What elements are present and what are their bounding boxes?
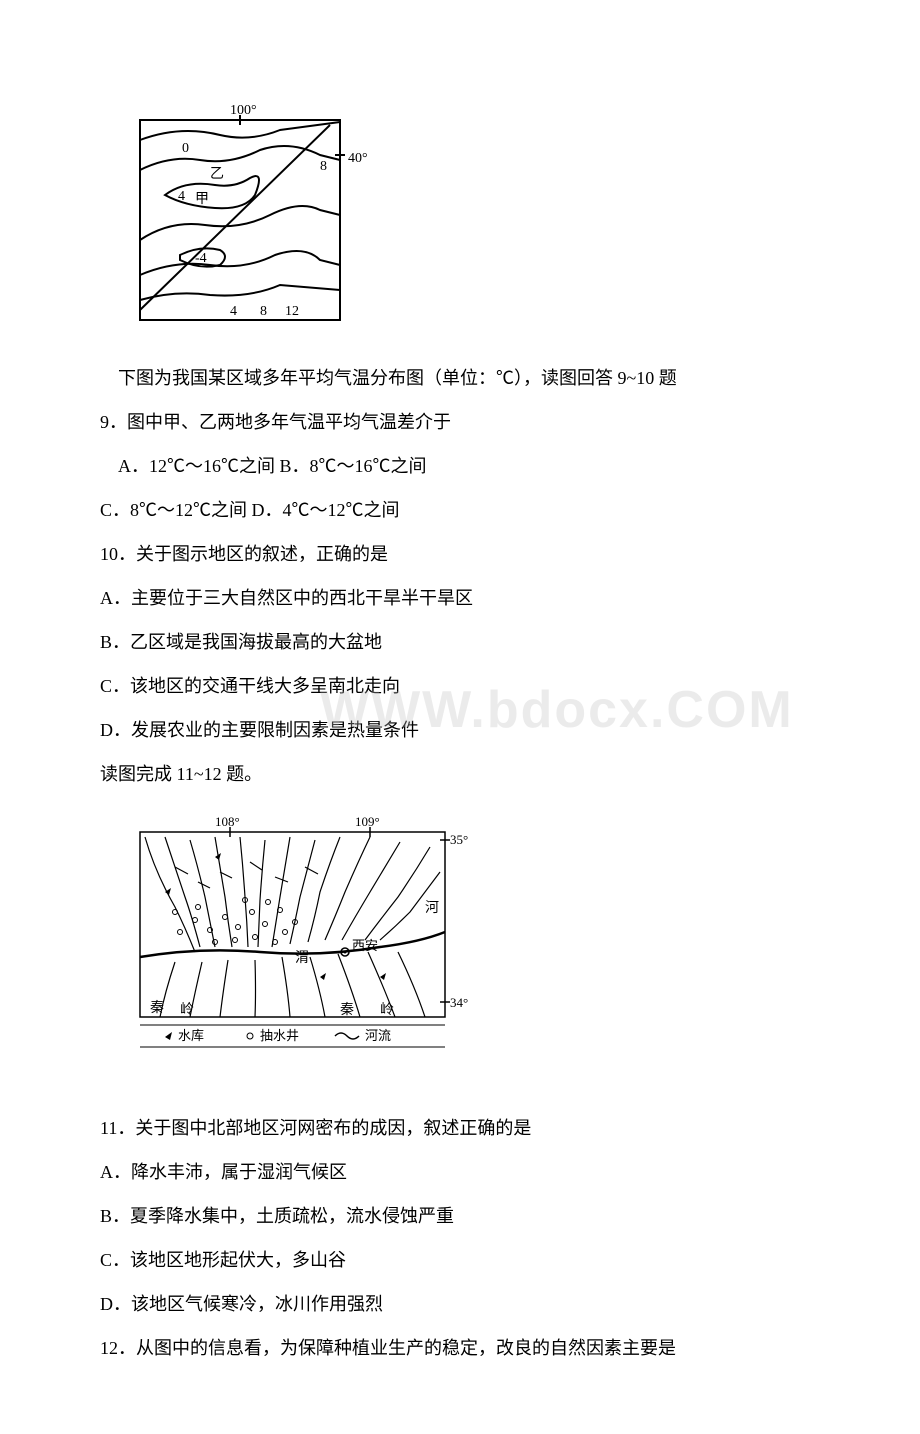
fig2-legend-river: 河流	[365, 1028, 391, 1043]
fig1-label-40: 40°	[348, 151, 368, 166]
fig2-legend-well: 抽水井	[260, 1028, 299, 1043]
fig1-label-jia: 甲	[195, 192, 209, 207]
figure-2: 108° 109° 35° 34°	[120, 812, 820, 1062]
fig2-35: 35°	[450, 832, 468, 847]
fig2-wei: 渭	[295, 950, 309, 966]
q10-stem: 10．关于图示地区的叙述，正确的是	[100, 536, 820, 572]
q11-stem: 11．关于图中北部地区河网密布的成因，叙述正确的是	[100, 1110, 820, 1146]
fig1-label-4a: 4	[178, 189, 185, 204]
q10-c: C．该地区的交通干线大多呈南北走向	[100, 668, 820, 704]
fig2-legend-reservoir: 水库	[178, 1028, 204, 1043]
page-content: 100° 40° 0 8 乙 4 甲 -4 4	[100, 100, 820, 1366]
q10-d: D．发展农业的主要限制因素是热量条件	[100, 712, 820, 748]
q11-a: A．降水丰沛，属于湿润气候区	[100, 1154, 820, 1190]
q10-b: B．乙区域是我国海拔最高的大盆地	[100, 624, 820, 660]
intro-2: 读图完成 11~12 题。	[100, 756, 820, 792]
fig1-label-8a: 8	[320, 159, 327, 174]
q9-options-ab: A．12℃～16℃之间 B．8℃～16℃之间	[100, 448, 820, 484]
fig1-label-4b: 4	[230, 304, 237, 319]
fig1-label-12: 12	[285, 304, 299, 319]
fig2-34: 34°	[450, 995, 468, 1010]
fig1-label-neg4: -4	[195, 251, 207, 266]
fig1-label-0: 0	[182, 141, 189, 156]
fig2-qin2: 秦	[340, 1002, 354, 1018]
fig1-label-8b: 8	[260, 304, 267, 319]
fig1-label-yi: 乙	[210, 166, 224, 182]
q9-options-cd: C．8℃～12℃之间 D．4℃～12℃之间	[100, 492, 820, 528]
q12-stem: 12．从图中的信息看，为保障种植业生产的稳定，改良的自然因素主要是	[100, 1330, 820, 1366]
fig1-label-100: 100°	[230, 103, 257, 118]
q11-c: C．该地区地形起伏大，多山谷	[100, 1242, 820, 1278]
fig2-ling1: 岭	[180, 1002, 194, 1018]
fig2-he: 河	[425, 900, 439, 916]
q9-stem: 9．图中甲、乙两地多年气温平均气温差介于	[100, 404, 820, 440]
fig2-109: 109°	[355, 814, 380, 829]
figure-1: 100° 40° 0 8 乙 4 甲 -4 4	[120, 100, 820, 330]
q11-b: B．夏季降水集中，土质疏松，流水侵蚀严重	[100, 1198, 820, 1234]
fig2-ling2: 岭	[380, 1002, 394, 1018]
q11-d: D．该地区气候寒冷，冰川作用强烈	[100, 1286, 820, 1322]
intro-1: 下图为我国某区域多年平均气温分布图（单位：℃），读图回答 9~10 题	[100, 360, 820, 396]
q10-a: A．主要位于三大自然区中的西北干旱半干旱区	[100, 580, 820, 616]
fig2-108: 108°	[215, 814, 240, 829]
fig2-qin1: 秦	[150, 1000, 164, 1016]
fig2-xian: 西安	[352, 938, 378, 953]
